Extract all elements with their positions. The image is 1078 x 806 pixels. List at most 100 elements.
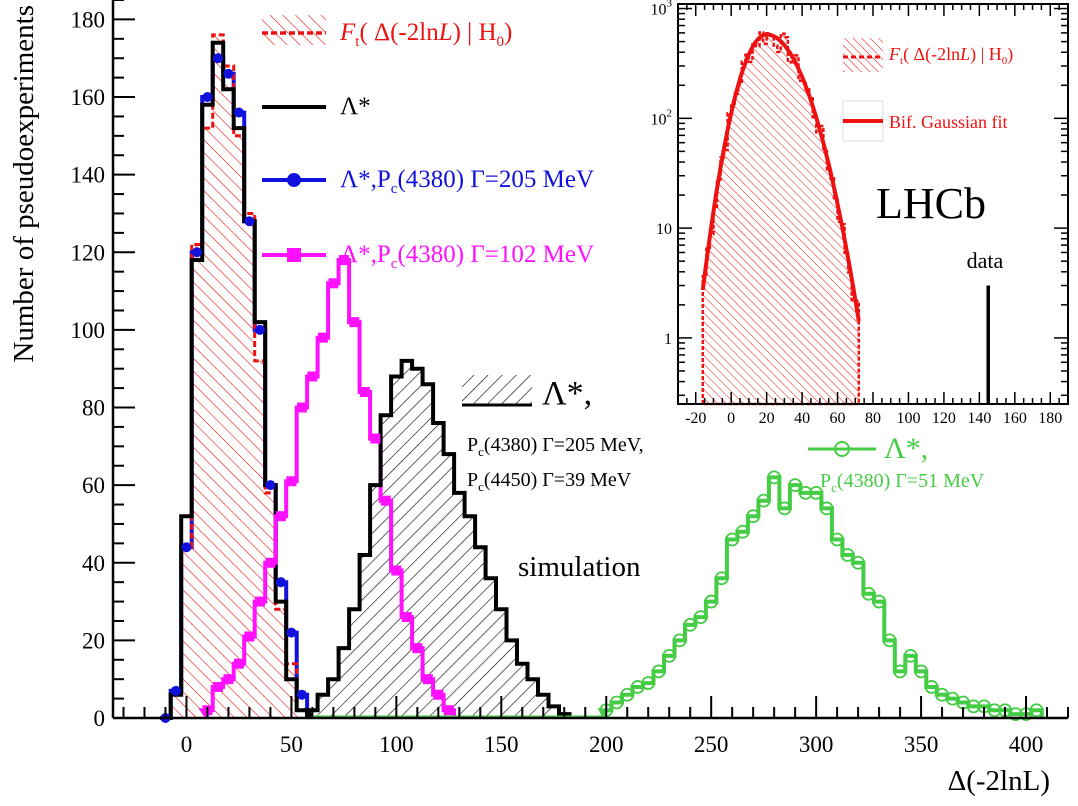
- legend-ft-swatch: [262, 15, 326, 45]
- inset-x-tick-label: 180: [1038, 410, 1062, 427]
- y-tick-label: 40: [82, 551, 105, 576]
- inset-x-tick-label: 160: [1003, 410, 1027, 427]
- x-axis-label: Δ(-2lnL): [948, 765, 1050, 797]
- green-point: [683, 617, 698, 632]
- inset-y-tick-label: 1: [664, 331, 672, 348]
- y-tick-label: 160: [71, 85, 106, 110]
- green-point: [641, 676, 656, 690]
- blue-point: [254, 324, 265, 335]
- x-tick-label: 350: [904, 732, 939, 757]
- blue-point: [223, 68, 234, 79]
- magenta-point: [244, 631, 255, 642]
- inset-fit-curve: [700, 32, 861, 322]
- green-point: [851, 555, 866, 570]
- green-point: [819, 501, 834, 516]
- inset-x-tick-label: 20: [759, 410, 775, 427]
- magenta-point: [275, 511, 286, 522]
- simulation-label: simulation: [518, 551, 641, 583]
- green-point: [809, 485, 824, 500]
- magenta-point: [307, 371, 318, 382]
- green-point: [714, 571, 729, 586]
- data-label: data: [967, 248, 1004, 273]
- hatch-legend-lambda: Λ*,: [542, 375, 592, 412]
- magenta-point: [265, 557, 276, 568]
- magenta-point: [359, 386, 370, 397]
- inset-legend-fit-label: Bif. Gaussian fit: [889, 112, 1008, 132]
- green-point: [987, 703, 1002, 718]
- green-point: [903, 649, 918, 663]
- x-tick-label: 100: [379, 732, 414, 757]
- y-tick-label: 120: [71, 240, 106, 265]
- legend-lambda-label: Λ*: [340, 93, 371, 120]
- green-point: [830, 532, 845, 547]
- magenta-point: [233, 658, 244, 669]
- magenta-point: [212, 681, 223, 692]
- green-point: [924, 680, 939, 694]
- main-legend: Ft( Δ(-2lnL) | H0) Λ* Λ*,Pc(4380) Γ=205 …: [262, 15, 594, 272]
- magenta-point: [422, 674, 433, 685]
- y-axis-label: Number of pseudoexperiments: [8, 5, 40, 363]
- blue-point: [191, 247, 202, 258]
- magenta-point: [338, 255, 349, 266]
- magenta-point: [223, 674, 234, 685]
- blue-point: [233, 107, 244, 118]
- green-point: [767, 470, 782, 485]
- hatch-legend-swatch: [462, 375, 532, 405]
- y-tick-label: 100: [71, 318, 106, 343]
- series-hatch-line: [303, 358, 572, 720]
- inset-x-tick-label: 100: [896, 410, 920, 427]
- green-legend-lambda: Λ*,: [884, 432, 928, 465]
- x-tick-label: 300: [799, 732, 834, 757]
- green-point: [609, 695, 624, 710]
- x-tick-label: 200: [589, 732, 624, 757]
- blue-point: [296, 689, 307, 700]
- inset-x-tick-label: 80: [865, 410, 881, 427]
- legend-blue-label: Λ*,Pc(4380) Γ=205 MeV: [340, 166, 594, 197]
- legend-magenta-marker: [287, 248, 301, 262]
- green-point: [840, 548, 855, 562]
- y-tick-label: 80: [82, 396, 105, 421]
- blue-point: [244, 216, 255, 227]
- y-tick-label: 60: [82, 473, 105, 498]
- legend-blue-marker: [287, 173, 301, 187]
- magenta-point: [296, 402, 307, 413]
- blue-point: [275, 577, 286, 588]
- green-point: [966, 699, 981, 714]
- inset-x-tick-label: 140: [967, 410, 991, 427]
- green-point: [893, 664, 907, 679]
- magenta-point: [317, 332, 328, 343]
- magenta-point: [433, 689, 444, 700]
- inset-legend-ft-swatch: [843, 38, 883, 72]
- green-point: [777, 501, 792, 516]
- green-point: [882, 633, 897, 648]
- inset-y-tick-label: 102: [651, 107, 673, 128]
- legend-ft-label: Ft( Δ(-2lnL) | H0): [339, 19, 512, 50]
- x-tick-label: 150: [484, 732, 519, 757]
- green-point: [704, 594, 719, 609]
- y-tick-label: 0: [94, 706, 106, 731]
- x-tick-label: 50: [280, 732, 303, 757]
- green-point: [725, 532, 740, 547]
- green-legend-marker: [834, 441, 850, 457]
- magenta-point: [328, 278, 339, 289]
- green-point: [651, 664, 666, 679]
- magenta-point: [370, 433, 381, 444]
- blue-point: [202, 92, 213, 103]
- hatch-series-fill: [307, 360, 570, 718]
- blue-point: [170, 685, 181, 696]
- green-point: [746, 509, 761, 524]
- green-point: [798, 485, 813, 500]
- inset-hist-fill: [702, 32, 859, 405]
- x-tick-label: 400: [1009, 732, 1044, 757]
- x-tick-label: 0: [181, 732, 193, 757]
- magenta-point: [254, 596, 265, 607]
- main-lines: [160, 33, 1044, 723]
- green-point: [620, 687, 635, 702]
- x-tick-label: 250: [694, 732, 729, 757]
- blue-point: [181, 542, 192, 553]
- series-green-line: [597, 475, 1044, 720]
- magenta-point: [286, 476, 297, 487]
- inset-legend: Ft( Δ(-2lnL) | H0) Bif. Gaussian fit: [842, 38, 1013, 142]
